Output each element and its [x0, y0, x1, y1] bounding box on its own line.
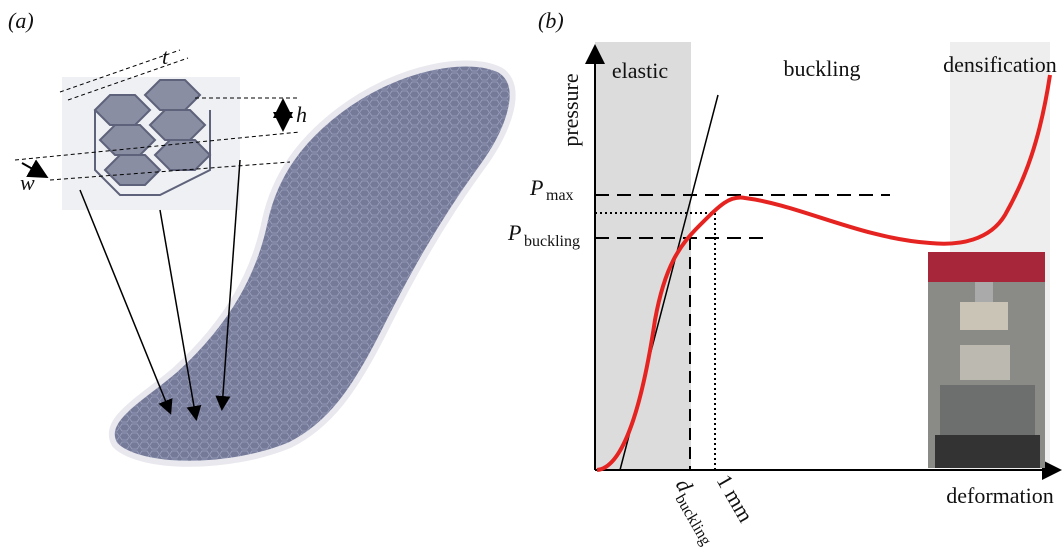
pmax-subscript: max — [546, 187, 574, 204]
region-label: densification — [943, 52, 1057, 77]
panel-label: (b) — [538, 8, 564, 33]
honeycomb-cells — [95, 80, 210, 195]
x-axis-label: deformation — [946, 483, 1054, 508]
region-label: buckling — [784, 56, 861, 81]
pbuckling-symbol: P — [507, 220, 521, 245]
one-mm-label: 1 mm — [712, 470, 759, 526]
dim-w: w — [20, 170, 35, 195]
pmax-symbol: P — [529, 175, 543, 200]
panel-b: (b) elastic buckling densification press… — [507, 8, 1058, 547]
figure: (a) t h w (b) — [0, 0, 1062, 547]
panel-label: (a) — [8, 8, 34, 33]
dbuckling-subscript: buckling — [672, 491, 715, 547]
region-label: elastic — [612, 58, 668, 83]
pbuckling-subscript: buckling — [524, 233, 580, 250]
dim-t: t — [162, 44, 169, 69]
dim-h: h — [296, 102, 307, 127]
panel-a: (a) t h w — [8, 8, 513, 464]
pointer-arrow — [80, 190, 170, 412]
test-photo — [928, 252, 1045, 468]
y-axis-label: pressure — [558, 73, 583, 146]
